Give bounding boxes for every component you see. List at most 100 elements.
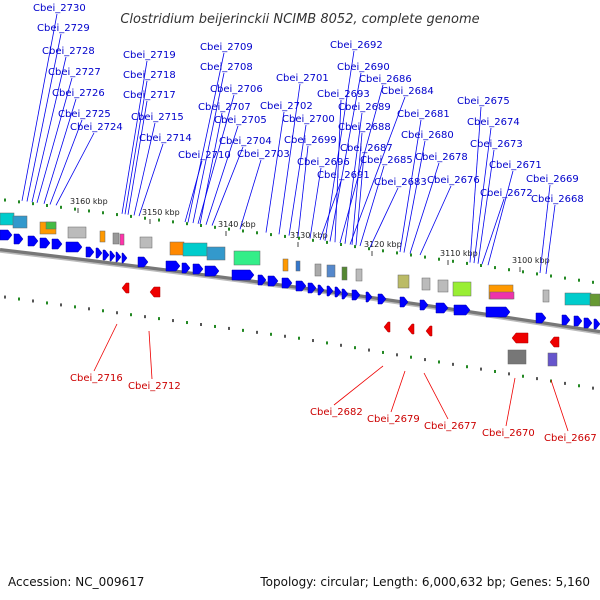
top-leader-line	[133, 122, 156, 216]
forward-gene-arrow	[13, 233, 24, 245]
position-dot	[564, 276, 566, 280]
top-leader-line	[211, 146, 244, 226]
reverse-gene-arrow	[549, 336, 560, 348]
position-dot	[480, 367, 482, 371]
forward-gene-arrow	[561, 314, 571, 326]
reverse-gene-arrow	[425, 325, 433, 337]
gene-label-top: Cbei_2689	[338, 102, 391, 113]
position-dot	[186, 222, 188, 226]
top-leader-line	[539, 184, 551, 274]
top-leader-line	[239, 159, 262, 230]
feature-box	[421, 277, 431, 291]
forward-gene-arrow	[341, 288, 349, 300]
tick-group: 3160 kbp 3150 kbp 3140 kbp 3130 kbp 3120 kbp…	[70, 197, 550, 272]
gene-label-top: Cbei_2672	[480, 188, 533, 199]
top-leader-line	[399, 119, 422, 253]
position-dot	[270, 233, 272, 237]
forward-gene-arrow	[115, 251, 122, 263]
position-dot	[158, 317, 160, 321]
top-leader-line	[369, 187, 399, 248]
top-leader-line	[487, 170, 514, 266]
gene-label-bottom: Cbei_2682	[310, 407, 363, 418]
gene-label-top: Cbei_2688	[338, 122, 391, 133]
top-leader-line	[187, 52, 225, 223]
top-leader-line	[473, 127, 492, 264]
gene-label-top: Cbei_2696	[297, 157, 350, 168]
gene-label-bottom: Cbei_2670	[482, 428, 535, 439]
gene-label-top: Cbei_2692	[330, 40, 383, 51]
bottom-leader-line	[148, 330, 153, 380]
position-dot	[32, 202, 34, 206]
position-dot	[144, 315, 146, 319]
gene-label-top: Cbei_2669	[526, 174, 579, 185]
gene-label-top: Cbei_2705	[214, 115, 267, 126]
feature-box	[233, 250, 261, 266]
bottom-leader-line	[550, 379, 569, 432]
forward-gene-arrow	[281, 277, 293, 289]
top-leader-line	[349, 96, 406, 245]
reverse-gene-arrow	[149, 286, 161, 298]
gene-label-top: Cbei_2702	[260, 101, 313, 112]
forward-gene-arrow	[453, 304, 471, 316]
bottom-leader-line	[333, 365, 384, 406]
top-leader-line	[21, 13, 58, 201]
gene-label-top: Cbei_2709	[200, 42, 253, 53]
feature-box	[564, 292, 592, 306]
top-leader-line	[31, 56, 67, 203]
position-dot	[326, 240, 328, 244]
forward-gene-arrow	[334, 286, 342, 298]
position-dot	[242, 328, 244, 332]
position-dot	[214, 324, 216, 328]
top-leader-line	[297, 145, 309, 237]
gene-label-top: Cbei_2706	[210, 84, 263, 95]
position-dot	[312, 238, 314, 242]
position-dot	[382, 350, 384, 354]
gene-label-bottom: Cbei_2712	[128, 381, 181, 392]
forward-gene-arrow	[181, 262, 191, 274]
position-dot	[592, 280, 594, 284]
tick-label: 3130 kbp	[290, 231, 328, 240]
forward-gene-arrow	[85, 246, 95, 258]
position-dot	[284, 234, 286, 238]
bottom-leader-line	[505, 377, 516, 427]
top-leader-line	[55, 132, 95, 206]
position-dot	[18, 200, 20, 204]
top-leader-line	[278, 83, 301, 235]
feature-box	[295, 260, 301, 272]
top-leader-line	[43, 98, 77, 204]
forward-gene-arrow	[535, 312, 547, 324]
top-leader-line	[545, 204, 556, 274]
gene-label-top: Cbei_2715	[131, 112, 184, 123]
position-dot	[102, 211, 104, 215]
position-dot	[200, 224, 202, 227]
feature-box	[589, 293, 600, 307]
top-leader-line	[419, 185, 452, 256]
forward-gene-arrow	[573, 315, 583, 327]
position-dot	[368, 348, 370, 352]
gene-label-top: Cbei_2724	[70, 122, 123, 133]
position-dot	[4, 295, 6, 299]
feature-box	[397, 274, 410, 289]
gene-label-top: Cbei_2678	[415, 152, 468, 163]
tick-label: 3140 kbp	[218, 220, 256, 229]
position-dot	[522, 374, 524, 378]
position-dot	[424, 358, 426, 362]
bottom-leader-line	[93, 323, 118, 372]
position-dot	[186, 321, 188, 325]
forward-gene-arrow	[121, 252, 128, 264]
gene-label-top: Cbei_2727	[48, 67, 101, 78]
feature-box	[547, 352, 558, 367]
feature-box	[99, 230, 106, 243]
gene-label-top: Cbei_2681	[397, 109, 450, 120]
forward-gene-arrow	[27, 235, 39, 247]
position-dot	[88, 307, 90, 311]
bottom-leader-line	[390, 370, 406, 413]
gene-label-top: Cbei_2700	[282, 114, 335, 125]
position-dot	[452, 362, 454, 366]
position-dot	[396, 353, 398, 357]
feature-box	[507, 349, 527, 365]
top-leader-line	[409, 162, 440, 254]
gene-label-top: Cbei_2668	[531, 194, 584, 205]
position-dot	[298, 236, 300, 240]
